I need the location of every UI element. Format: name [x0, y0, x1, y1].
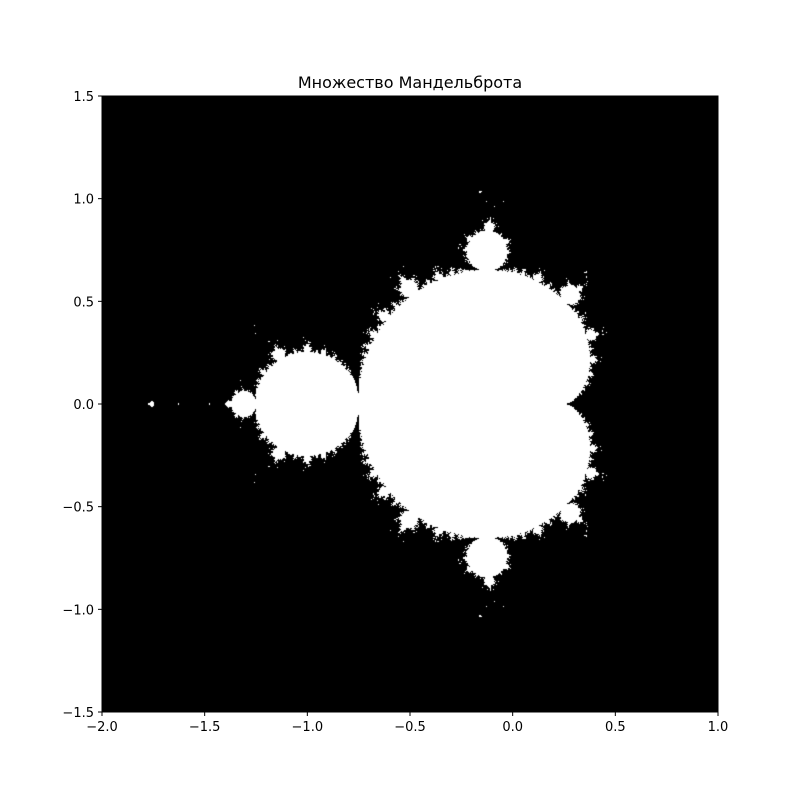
y-tick-label: 1.5 — [73, 90, 94, 105]
x-tick-label: 0.5 — [605, 720, 626, 735]
y-tick-label: 0.5 — [73, 295, 94, 310]
x-tick-label: −0.5 — [394, 720, 426, 735]
y-axis: −1.5 −1.0 −0.5 0.0 0.5 1.0 1.5 — [62, 90, 102, 721]
x-axis: −2.0 −1.5 −1.0 −0.5 0.0 0.5 1.0 — [86, 712, 728, 735]
chart-title: Множество Мандельброта — [298, 73, 522, 92]
x-tick-label: −2.0 — [86, 720, 118, 735]
y-tick-label: −0.5 — [62, 501, 94, 516]
y-tick-label: 1.0 — [73, 193, 94, 208]
x-tick-label: 1.0 — [708, 720, 729, 735]
x-tick-label: 0.0 — [502, 720, 523, 735]
y-tick-label: 0.0 — [73, 398, 94, 413]
mandelbrot-image — [102, 96, 718, 712]
x-tick-label: −1.5 — [189, 720, 221, 735]
x-tick-label: −1.0 — [292, 720, 324, 735]
plot-area — [101, 95, 719, 713]
y-tick-label: −1.0 — [62, 603, 94, 618]
y-tick-label: −1.5 — [62, 706, 94, 721]
